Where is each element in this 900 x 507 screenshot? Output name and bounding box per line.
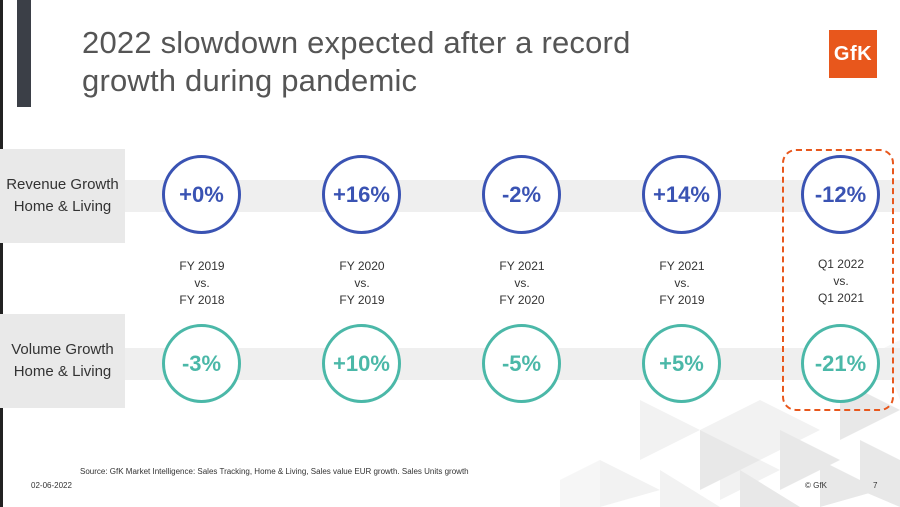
- volume-value-circle: -21%: [801, 324, 880, 403]
- period-label: FY 2021 vs. FY 2019: [659, 259, 705, 307]
- revenue-value-circle: +14%: [642, 155, 721, 234]
- source-note: Source: GfK Market Intelligence: Sales T…: [80, 467, 469, 476]
- volume-row-label: Volume Growth Home & Living: [0, 314, 125, 408]
- volume-value-circle: -5%: [482, 324, 561, 403]
- volume-value-circle: +5%: [642, 324, 721, 403]
- volume-value-circle: +10%: [322, 324, 401, 403]
- period-label: Q1 2022 vs. Q1 2021: [817, 257, 865, 305]
- period-label: FY 2020 vs. FY 2019: [339, 259, 385, 307]
- volume-label-text: Volume Growth Home & Living: [11, 341, 114, 380]
- revenue-value-circle: +16%: [322, 155, 401, 234]
- slide-title: 2022 slowdown expected after a record gr…: [82, 25, 631, 98]
- left-border-line: [0, 0, 3, 507]
- revenue-row-label: Revenue Growth Home & Living: [0, 149, 125, 243]
- period-label: FY 2019 vs. FY 2018: [179, 259, 225, 307]
- footer-copyright: © GfK: [805, 481, 827, 490]
- volume-value-circle: -3%: [162, 324, 241, 403]
- footer-date: 02-06-2022: [31, 481, 72, 490]
- gfk-logo: GfK: [829, 30, 877, 78]
- revenue-value-circle: -12%: [801, 155, 880, 234]
- period-label: FY 2021 vs. FY 2020: [499, 259, 545, 307]
- revenue-value-circle: -2%: [482, 155, 561, 234]
- q1-2022-highlight-frame: [782, 149, 894, 411]
- page-number: 7: [873, 481, 878, 490]
- title-accent-bar: [17, 0, 31, 107]
- revenue-label-text: Revenue Growth Home & Living: [6, 176, 119, 215]
- revenue-value-circle: +0%: [162, 155, 241, 234]
